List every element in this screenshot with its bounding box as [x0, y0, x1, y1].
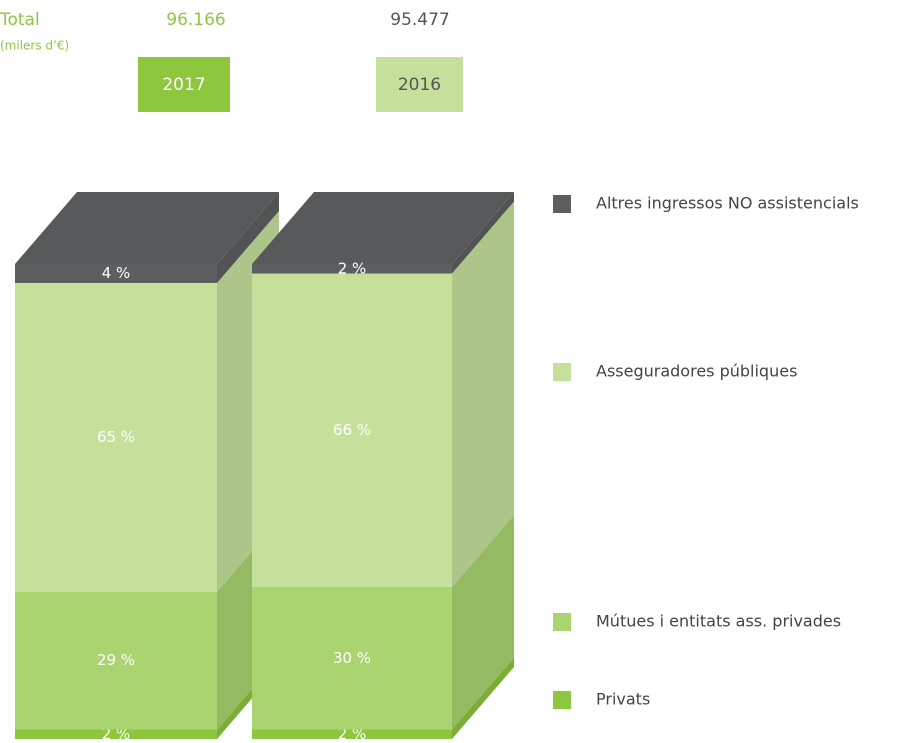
legend-label: Privats [596, 690, 650, 709]
legend-swatch [553, 691, 571, 709]
legend-label: Altres ingressos NO assistencials [596, 194, 859, 213]
chart: Total (milers d’€) 96.166 2017 95.477 2016 2… [0, 0, 910, 739]
legend-label: Asseguradores públiques [596, 362, 797, 381]
total-unit: (milers d’€) [0, 39, 69, 53]
value-label: 29 % [97, 651, 135, 669]
value-label: 66 % [333, 421, 371, 439]
year-label: 2017 [162, 75, 205, 95]
legend-swatch [553, 613, 571, 631]
legend-swatch [553, 195, 571, 213]
legend-label: Mútues i entitats ass. privades [596, 612, 841, 631]
value-label: 65 % [97, 428, 135, 446]
total-value: 96.166 [166, 10, 225, 30]
total-value: 95.477 [390, 10, 449, 30]
value-label: 30 % [333, 649, 371, 667]
total-label: Total [0, 10, 40, 30]
value-label: 4 % [102, 264, 131, 282]
legend-swatch [553, 363, 571, 381]
year-label: 2016 [398, 75, 441, 95]
value-label: 2 % [338, 259, 367, 277]
